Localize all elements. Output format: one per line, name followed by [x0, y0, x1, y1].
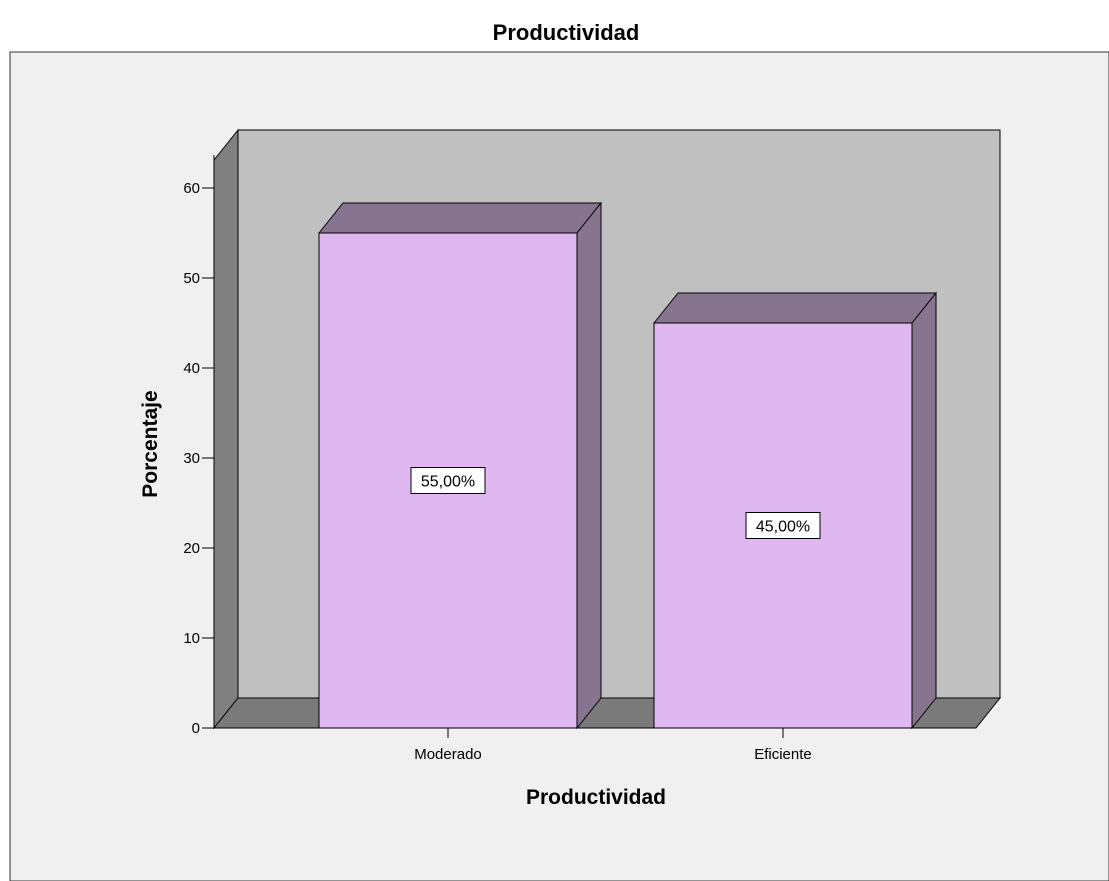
data-label-1: 45,00% — [756, 519, 810, 536]
y-tick-label-6: 60 — [183, 180, 200, 197]
x-tick-label-1: Eficiente — [754, 746, 812, 763]
left-wall — [213, 128, 239, 730]
y-tick-label-4: 40 — [183, 360, 200, 377]
y-axis: 0 10 20 30 40 50 60 — [183, 155, 215, 737]
y-tick-label-3: 30 — [183, 450, 200, 467]
bar-top-1 — [652, 292, 938, 324]
bar-1: 45,00% — [652, 291, 938, 730]
bar-top-0 — [317, 202, 603, 234]
bar-side-1 — [911, 291, 937, 730]
chart-title: Productividad — [493, 20, 640, 45]
y-tick-label-5: 50 — [183, 270, 200, 287]
data-label-box-1 — [745, 512, 821, 539]
y-tick-label-0: 0 — [192, 720, 200, 737]
bar-side-0 — [576, 201, 602, 730]
y-tick-label-2: 20 — [183, 540, 200, 557]
bars: 55,00% 45,00% — [317, 201, 938, 730]
x-axis-label: Productividad — [526, 786, 666, 809]
y-axis-label: Porcentaje — [139, 390, 162, 497]
data-label-box-0 — [410, 467, 486, 494]
x-tick-label-0: Moderado — [414, 746, 482, 763]
x-axis: Moderado Eficiente — [414, 728, 812, 763]
y-tick-label-1: 10 — [183, 630, 200, 647]
bar-0: 55,00% — [317, 201, 603, 730]
data-label-0: 55,00% — [421, 474, 475, 491]
